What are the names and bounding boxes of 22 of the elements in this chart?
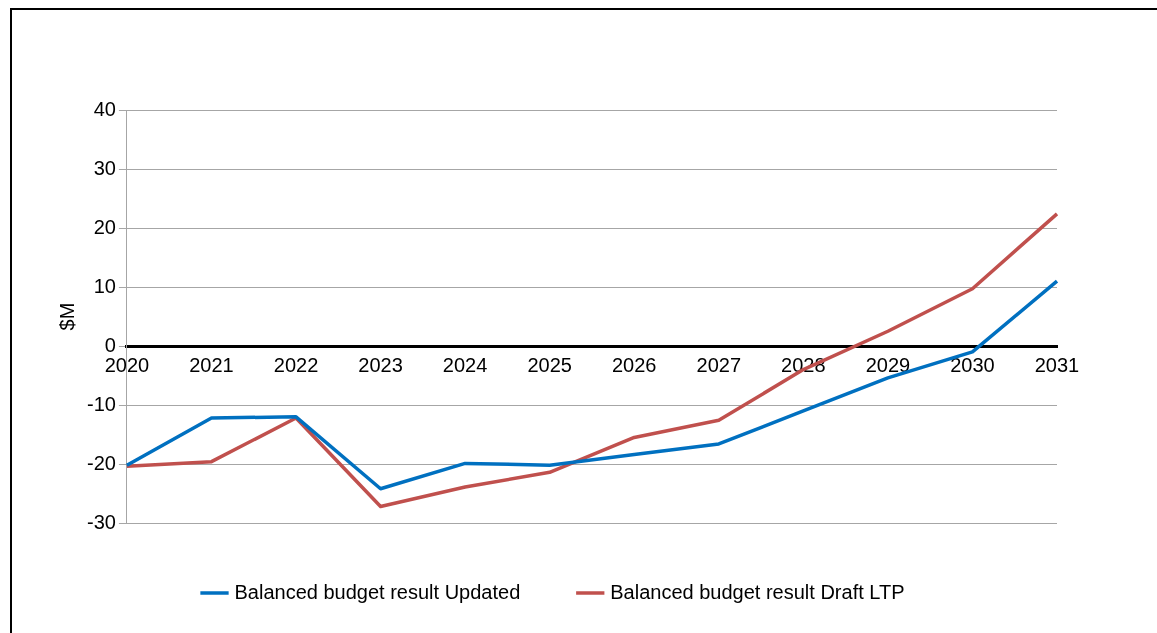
y-tick-label: -10: [87, 392, 116, 415]
x-tick-label: 2026: [611, 353, 657, 376]
x-tick-label: 2020: [104, 353, 150, 376]
x-tick-label: 2025: [527, 353, 572, 376]
x-tick-label: 2023: [358, 353, 403, 376]
legend-label: Balanced budget result Updated: [234, 580, 521, 603]
y-tick-label: 0: [104, 333, 116, 356]
y-tick-label: 40: [93, 97, 116, 120]
y-tick-label: 10: [93, 274, 116, 297]
y-tick-label: 30: [93, 156, 116, 179]
x-tick-label: 2024: [442, 353, 488, 376]
x-tick-label: 2022: [273, 353, 319, 376]
y-axis-title: $M: [55, 302, 78, 331]
x-tick-label: 2021: [189, 353, 234, 376]
x-tick-label: 2031: [1034, 353, 1080, 376]
x-tick-label: 2027: [696, 353, 742, 376]
y-tick-label: -30: [87, 510, 116, 533]
y-tick-label: -20: [87, 451, 116, 474]
legend-label: Balanced budget result Draft LTP: [610, 580, 905, 603]
y-tick-label: 20: [93, 215, 116, 238]
x-tick-label: 2030: [950, 353, 995, 376]
x-tick-label: 2029: [865, 353, 911, 376]
